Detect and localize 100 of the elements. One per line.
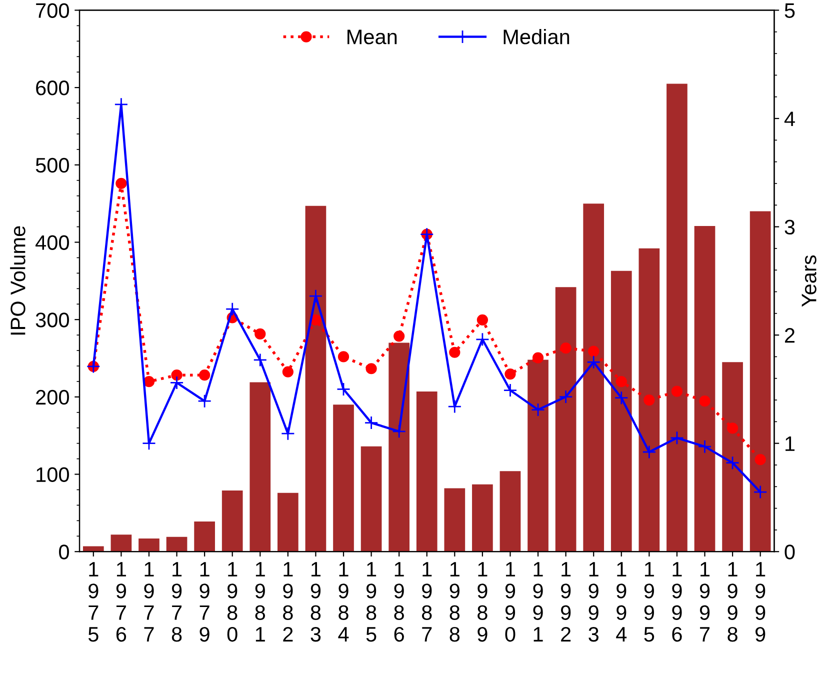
- point: [364, 416, 378, 430]
- bar: [82, 546, 104, 552]
- point: [476, 332, 490, 346]
- point: [614, 390, 628, 405]
- bar: [555, 287, 576, 552]
- y2-axis-title: Years: [802, 255, 816, 307]
- point: [171, 370, 182, 381]
- point: [142, 436, 156, 450]
- y2-tick-label: 2: [784, 328, 794, 343]
- bar: [500, 471, 521, 552]
- x-tick-label: 1975: [88, 562, 98, 642]
- y2-tick-label: 3: [784, 220, 795, 235]
- y-tick-label: 400: [36, 235, 69, 250]
- point: [254, 328, 266, 340]
- point: [531, 402, 545, 417]
- x-tick-label: 1994: [616, 562, 627, 642]
- bar: [333, 404, 354, 552]
- point: [670, 430, 684, 445]
- point: [336, 382, 350, 396]
- x-tick-label: 1996: [672, 562, 682, 642]
- point: [586, 355, 601, 370]
- x-tick-label: 1988: [450, 562, 460, 642]
- point: [225, 302, 240, 316]
- x-tick-label: 1977: [144, 562, 154, 642]
- bar: [222, 490, 243, 552]
- legend-label: Mean: [348, 30, 397, 44]
- x-tick-label: 1981: [255, 562, 266, 642]
- bar: [194, 521, 215, 552]
- point: [726, 422, 738, 434]
- y-tick-label: 100: [36, 467, 69, 482]
- point: [280, 426, 295, 441]
- x-tick-label: 1993: [588, 562, 598, 642]
- x-tick-label: 1989: [478, 562, 488, 642]
- x-tick-label: 1982: [283, 562, 293, 642]
- point: [642, 445, 656, 459]
- point: [644, 394, 655, 406]
- x-tick-label: 1998: [728, 562, 738, 642]
- x-tick-label: 1979: [200, 562, 210, 642]
- x-tick-label: 1976: [116, 562, 126, 642]
- x-tick-label: 1997: [700, 562, 710, 642]
- y-tick-label: 0: [59, 544, 69, 560]
- point: [394, 330, 405, 342]
- point: [116, 178, 127, 190]
- bar: [250, 382, 271, 552]
- point: [338, 351, 350, 362]
- x-tick-label: 1984: [338, 562, 349, 642]
- legend-label: Median: [504, 28, 570, 44]
- point: [143, 376, 155, 388]
- y2-tick-label: 4: [784, 112, 795, 126]
- y2-tick-label: 1: [786, 436, 795, 451]
- bar: [278, 492, 298, 552]
- bar: [722, 362, 743, 552]
- x-tick-label: 1992: [560, 562, 571, 642]
- x-tick-label: 1991: [533, 562, 543, 642]
- point: [308, 289, 323, 304]
- y-tick-label: 700: [36, 3, 69, 18]
- x-tick-label: 1990: [505, 562, 516, 642]
- x-tick-label: 1987: [422, 562, 432, 642]
- y-tick-label: 500: [36, 158, 69, 173]
- bar: [388, 342, 410, 552]
- y-tick-label: 300: [36, 312, 69, 328]
- y-tick-label: 200: [36, 390, 69, 405]
- x-tick-label: 1999: [756, 562, 766, 642]
- x-tick-label: 1985: [366, 562, 376, 642]
- point: [726, 456, 740, 470]
- bar: [750, 211, 771, 552]
- bar: [583, 204, 604, 552]
- bar: [528, 360, 548, 552]
- x-tick-label: 1995: [644, 562, 654, 642]
- bar: [416, 392, 438, 552]
- point: [698, 440, 712, 454]
- x-tick-label: 1978: [172, 562, 182, 642]
- y-tick-label: 600: [36, 80, 69, 96]
- bar: [166, 536, 188, 552]
- x-tick-label: 1983: [310, 562, 321, 642]
- point: [199, 370, 210, 381]
- bar: [472, 484, 493, 552]
- point: [503, 383, 518, 398]
- point: [448, 400, 462, 414]
- point: [282, 366, 294, 378]
- bar: [638, 248, 660, 552]
- point: [560, 342, 572, 354]
- point: [476, 314, 488, 326]
- point: [532, 352, 544, 364]
- y2-tick-label: 0: [784, 544, 795, 560]
- point: [253, 353, 268, 367]
- point: [754, 454, 766, 466]
- bar: [138, 538, 160, 552]
- point: [616, 376, 627, 388]
- point: [671, 386, 683, 397]
- y-axis-title: IPO Volume: [10, 226, 26, 335]
- bar: [666, 84, 688, 552]
- bar: [110, 534, 132, 552]
- x-tick-label: 1980: [227, 562, 238, 642]
- bar: [305, 206, 326, 552]
- bar: [444, 488, 466, 552]
- point: [753, 485, 768, 499]
- x-tick-label: 1986: [394, 562, 404, 642]
- bar: [610, 270, 632, 552]
- point: [588, 346, 600, 357]
